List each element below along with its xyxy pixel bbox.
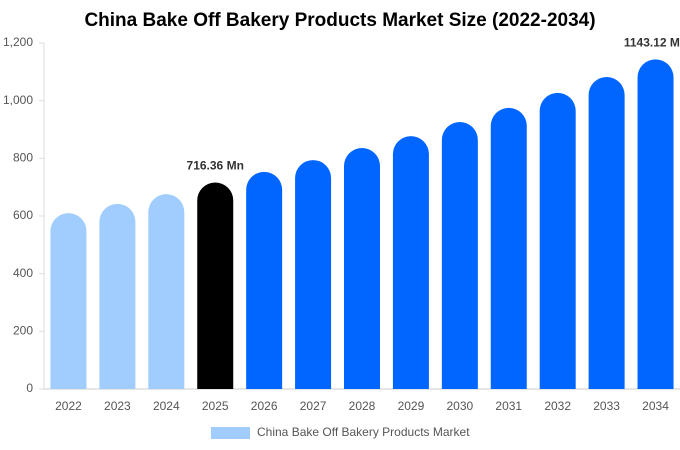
y-tick-label: 1,200 — [3, 35, 33, 49]
chart-title: China Bake Off Bakery Products Market Si… — [84, 10, 595, 31]
bar — [539, 92, 576, 390]
y-tick-label: 1,000 — [3, 93, 33, 107]
bar — [246, 171, 283, 389]
y-tick-label: 0 — [26, 381, 33, 395]
x-tick-label: 2034 — [642, 399, 669, 413]
y-tick-label: 800 — [13, 151, 33, 165]
bar — [295, 160, 332, 389]
bar — [490, 107, 527, 390]
y-tick-label: 600 — [13, 208, 33, 222]
bar — [344, 147, 380, 389]
legend-label: China Bake Off Bakery Products Market — [257, 425, 470, 439]
x-tick-label: 2027 — [300, 399, 327, 413]
x-tick-label: 2031 — [495, 399, 522, 413]
y-tick-label: 400 — [13, 266, 33, 280]
bar — [148, 194, 185, 389]
x-tick-label: 2026 — [251, 399, 278, 413]
bar — [197, 182, 234, 389]
x-tick-label: 2024 — [153, 399, 180, 413]
x-tick-label: 2030 — [446, 399, 473, 413]
bar — [392, 136, 429, 389]
x-tick-label: 2028 — [349, 399, 376, 413]
data-label: 716.36 Mn — [187, 159, 244, 173]
y-tick-label: 200 — [13, 324, 33, 338]
x-tick-label: 2023 — [104, 399, 131, 413]
bar — [588, 77, 625, 389]
bar — [50, 213, 87, 389]
x-tick-label: 2029 — [398, 399, 425, 413]
legend-swatch — [211, 427, 250, 439]
bar — [99, 203, 136, 389]
x-tick-label: 2032 — [544, 399, 571, 413]
bar — [637, 59, 674, 390]
bar — [441, 122, 478, 389]
x-tick-label: 2022 — [55, 399, 82, 413]
data-label: 1143.12 Mn — [624, 36, 680, 50]
x-tick-label: 2033 — [593, 399, 620, 413]
x-tick-label: 2025 — [202, 399, 229, 413]
